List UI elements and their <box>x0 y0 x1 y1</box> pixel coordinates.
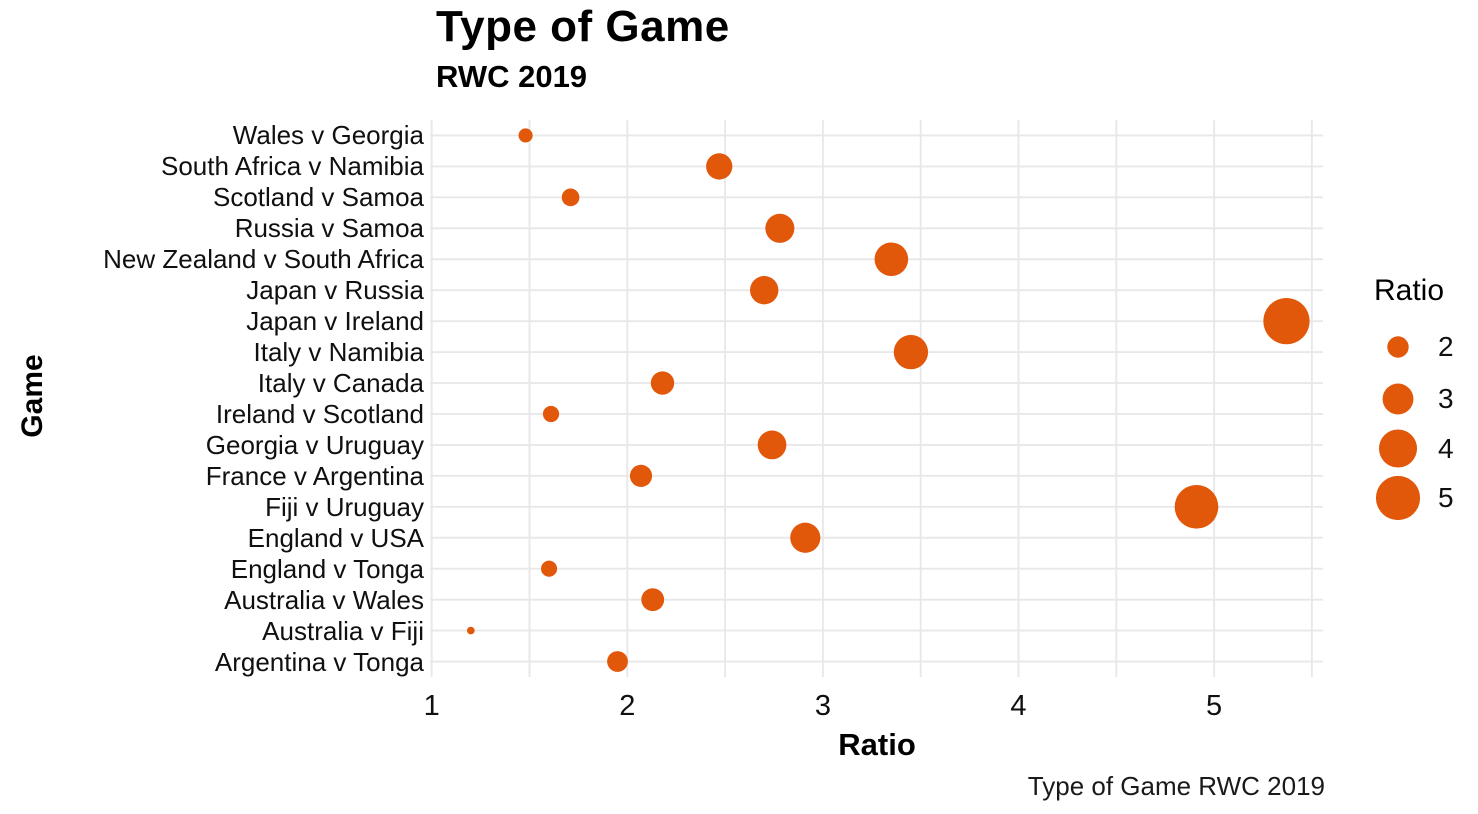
y-axis-label: Australia v Fiji <box>262 615 424 646</box>
y-axis-label: England v Tonga <box>230 553 424 584</box>
y-axis-label: Scotland v Samoa <box>212 182 424 213</box>
x-tick-label: 2 <box>619 690 636 722</box>
legend-label: 3 <box>1438 383 1454 414</box>
legend-bubble <box>1382 383 1414 415</box>
y-axis-label: South Africa v Namibia <box>160 151 424 182</box>
bubble <box>650 371 675 395</box>
bubble <box>893 334 929 370</box>
bubble <box>750 276 779 305</box>
bubble <box>1263 298 1310 345</box>
legend-label: 5 <box>1438 482 1454 513</box>
y-axis-label: Italy v Namibia <box>253 337 425 368</box>
bubble <box>874 242 909 277</box>
y-axis-label: Georgia v Uruguay <box>205 429 424 460</box>
bubble <box>541 560 558 577</box>
legend-bubble <box>1375 475 1421 521</box>
bubble <box>765 213 795 243</box>
legend-label: 2 <box>1438 331 1454 362</box>
bubble <box>790 522 821 553</box>
y-axis-label: Australia v Wales <box>224 584 424 615</box>
bubble <box>518 128 533 143</box>
legend-bubble <box>1387 336 1409 358</box>
bubble <box>757 430 787 460</box>
chart-title: Type of Game <box>436 2 730 51</box>
bubble <box>706 153 733 180</box>
bubble <box>607 651 628 672</box>
legend-title: Ratio <box>1374 274 1445 307</box>
y-axis-label: Japan v Russia <box>246 275 424 306</box>
chart-caption: Type of Game RWC 2019 <box>1027 771 1325 801</box>
legend-label: 4 <box>1438 432 1454 464</box>
y-axis-label: England v USA <box>247 522 424 553</box>
bubble <box>629 464 653 487</box>
bubble <box>542 405 560 423</box>
chart-subtitle: RWC 2019 <box>436 59 588 94</box>
y-axis-label: Argentina v Tonga <box>214 646 424 677</box>
y-axis-label: France v Argentina <box>205 460 424 491</box>
x-tick-label: 1 <box>423 690 440 722</box>
y-axis-label: Wales v Georgia <box>232 120 424 151</box>
y-axis-label: Fiji v Uruguay <box>265 491 424 522</box>
y-axis-label: Russia v Samoa <box>234 213 424 244</box>
legend-bubble <box>1378 429 1418 468</box>
y-axis-label: Japan v Ireland <box>246 306 424 337</box>
y-axis-label: New Zealand v South Africa <box>103 244 424 275</box>
y-axis-label: Italy v Canada <box>257 368 424 399</box>
bubble <box>561 188 580 207</box>
bubble <box>466 626 475 635</box>
y-axis-label: Ireland v Scotland <box>215 398 424 429</box>
bubble <box>641 588 665 612</box>
x-tick-label: 4 <box>1010 690 1027 722</box>
x-tick-label: 3 <box>814 690 831 722</box>
bubble <box>1174 484 1219 529</box>
x-axis-title: Ratio <box>838 727 916 762</box>
x-tick-label: 5 <box>1206 690 1223 722</box>
